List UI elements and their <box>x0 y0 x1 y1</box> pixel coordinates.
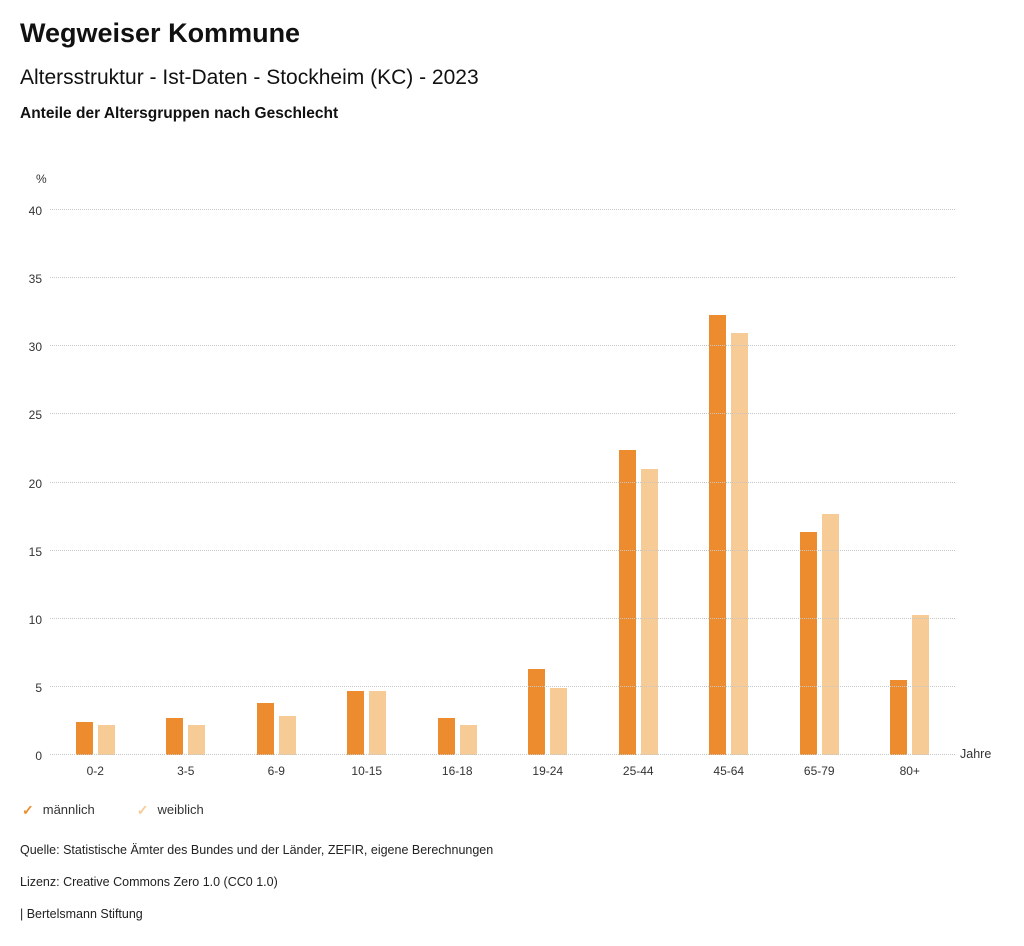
x-tick-label-6-9: 6-9 <box>267 764 285 778</box>
x-tick-label-19-24: 19-24 <box>532 764 564 778</box>
gridline-10 <box>50 617 955 619</box>
y-tick-label-15: 15 <box>28 544 42 559</box>
gridline-30 <box>50 345 955 347</box>
chart-subtitle: Altersstruktur - Ist-Daten - Stockheim (… <box>20 66 479 89</box>
gridline-40 <box>50 209 955 210</box>
bar-männlich-45-64 <box>709 314 727 755</box>
gridline-20 <box>50 481 955 483</box>
bar-männlich-6-9 <box>256 703 274 755</box>
bar-weiblich-6-9 <box>278 715 296 755</box>
gridline-35 <box>50 277 955 279</box>
bar-weiblich-0-2 <box>97 725 115 755</box>
legend-item-weiblich[interactable]: ✓ weiblich <box>137 802 204 817</box>
x-tick-label-25-44: 25-44 <box>622 764 654 778</box>
plot-area: % Jahre 0 5 10 15 20 25 30 35 40 <box>29 172 992 763</box>
bar-männlich-65-79 <box>799 531 817 755</box>
legend-check-icon-männlich: ✓ <box>22 801 34 818</box>
y-axis-unit-label: % <box>36 172 47 186</box>
gridline-5 <box>50 685 955 687</box>
y-tick-label-35: 35 <box>28 272 42 287</box>
bar-männlich-3-5 <box>166 718 184 755</box>
gridline-25 <box>50 413 955 415</box>
license-note: Lizenz: Creative Commons Zero 1.0 (CC0 1… <box>20 875 278 889</box>
y-tick-label-10: 10 <box>28 612 42 627</box>
x-tick-label-0-2: 0-2 <box>86 764 104 778</box>
bar-group-6-9 <box>231 210 322 755</box>
x-tick-label-65-79: 65-79 <box>803 764 835 778</box>
y-tick-label-40: 40 <box>28 204 42 218</box>
y-tick-label-20: 20 <box>28 476 42 491</box>
bar-weiblich-65-79 <box>821 513 839 755</box>
source-note: Quelle: Statistische Ämter des Bundes un… <box>20 843 494 857</box>
chart-heading: Anteile der Altersgruppen nach Geschlech… <box>20 105 339 122</box>
legend-item-männlich[interactable]: ✓ männlich <box>22 802 95 817</box>
bar-group-10-15 <box>322 210 413 755</box>
bar-männlich-25-44 <box>618 449 636 755</box>
bar-männlich-80+ <box>890 680 908 755</box>
bar-group-19-24 <box>503 210 594 755</box>
bar-weiblich-19-24 <box>550 688 568 755</box>
bar-weiblich-45-64 <box>731 332 749 755</box>
y-tick-label-5: 5 <box>35 680 42 695</box>
footer: Quelle: Statistische Ämter des Bundes un… <box>20 843 493 939</box>
bar-männlich-0-2 <box>75 722 93 755</box>
x-tick-label-80+: 80+ <box>899 764 920 778</box>
gridline-0 <box>50 754 955 755</box>
bar-group-45-64 <box>684 210 775 755</box>
x-tick-label-16-18: 16-18 <box>441 764 473 778</box>
bar-group-3-5 <box>141 210 232 755</box>
y-tick-label-25: 25 <box>28 408 42 423</box>
publisher-note: | Bertelsmann Stiftung <box>20 907 143 921</box>
x-axis-labels: 0-2 3-5 6-9 10-15 16-18 19-24 25-44 45-64 65-79 8… <box>50 764 955 778</box>
legend-label-weiblich: weiblich <box>157 802 204 817</box>
bar-groups <box>50 210 955 755</box>
bar-group-25-44 <box>593 210 684 755</box>
gridline-15 <box>50 549 955 551</box>
bar-group-80+ <box>865 210 956 755</box>
legend-label-männlich: männlich <box>42 802 95 817</box>
y-tick-label-30: 30 <box>28 340 42 355</box>
bar-group-16-18 <box>412 210 503 755</box>
y-tick-label-0: 0 <box>35 749 42 763</box>
legend-check-icon-weiblich: ✓ <box>136 801 149 818</box>
bar-weiblich-80+ <box>912 614 930 755</box>
bar-group-0-2 <box>50 210 141 755</box>
x-tick-label-45-64: 45-64 <box>713 764 745 778</box>
page-title: Wegweiser Kommune <box>20 18 301 48</box>
legend: ✓ männlich ✓ weiblich <box>22 802 204 817</box>
bar-männlich-16-18 <box>437 718 455 755</box>
x-tick-label-10-15: 10-15 <box>351 764 383 778</box>
x-axis-unit-label: Jahre <box>960 747 992 761</box>
bar-weiblich-16-18 <box>459 725 477 755</box>
bar-männlich-19-24 <box>528 669 546 755</box>
bar-weiblich-3-5 <box>188 725 206 755</box>
bar-weiblich-25-44 <box>640 468 658 755</box>
x-tick-label-3-5: 3-5 <box>177 764 195 778</box>
bar-group-65-79 <box>774 210 865 755</box>
bar-weiblich-10-15 <box>369 690 387 755</box>
bar-männlich-10-15 <box>347 690 365 755</box>
